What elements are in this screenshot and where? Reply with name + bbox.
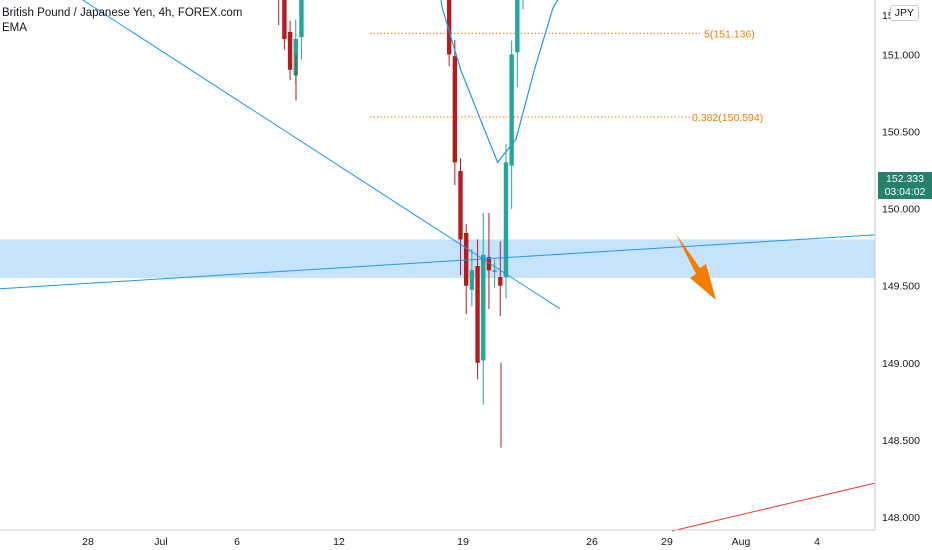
x-tick-label: 29	[661, 536, 673, 548]
y-tick-label: 150.000	[882, 204, 920, 216]
candle-body	[498, 277, 503, 286]
candle-body	[463, 232, 469, 286]
candle-body	[503, 162, 509, 278]
candle-body	[475, 265, 480, 363]
y-tick-label: 151.000	[882, 49, 920, 61]
candle-body	[287, 31, 293, 70]
y-tick-label: 148.500	[882, 435, 920, 447]
ema-indicator-label[interactable]: EMA	[2, 22, 27, 34]
y-tick-label: 149.500	[882, 281, 920, 293]
zones-layer	[0, 239, 875, 278]
lower-channel-line	[81, 0, 561, 310]
y-tick-label: 15	[882, 10, 894, 22]
fibonacci-layer: 0.786(152.449)0.618(151.678)5(151.136)0.…	[370, 28, 763, 124]
candle-body	[299, 0, 304, 38]
x-tick-label: 4	[814, 536, 820, 548]
x-tick-label: 19	[457, 536, 469, 548]
candle-body	[481, 254, 486, 361]
zone-support	[0, 239, 875, 278]
red-trend-line	[671, 482, 876, 532]
candle-body	[486, 257, 492, 271]
current-price-tag: 152.333 03:04:02	[878, 172, 932, 199]
candle-body	[446, 0, 452, 55]
current-price-value: 152.333	[886, 173, 924, 185]
currency-badge[interactable]: JPY	[889, 5, 919, 21]
candle-body	[469, 270, 475, 290]
y-tick-label: 149.000	[882, 358, 920, 370]
candle-body	[452, 56, 458, 163]
x-tick-label: 6	[234, 536, 240, 548]
chart-legend: British Pound / Japanese Yen, 4h, FOREX.…	[2, 6, 242, 36]
candle-body	[515, 0, 520, 53]
candle-body	[509, 54, 514, 166]
symbol-title: British Pound / Japanese Yen, 4h, FOREX.…	[2, 7, 243, 19]
support-trend-line	[0, 234, 876, 290]
candle-body	[458, 171, 463, 240]
x-tick-label: 26	[586, 536, 598, 548]
candles-layer	[278, 0, 524, 448]
x-tick-label: Jul	[154, 536, 167, 548]
projection-arrow-icon	[676, 234, 716, 300]
fib-label: 5(151.136)	[704, 28, 755, 40]
x-tick-label: 12	[333, 536, 345, 548]
y-tick-label: 150.500	[882, 127, 920, 139]
candle-countdown: 03:04:02	[884, 185, 926, 198]
fib-label: 0.382(150.594)	[692, 112, 763, 124]
x-tick-label: Aug	[732, 536, 751, 548]
candle-body	[282, 0, 287, 39]
y-tick-label: 148.000	[882, 512, 920, 524]
candle-body	[492, 270, 497, 272]
trendlines-layer	[0, 0, 876, 532]
x-tick-label: 28	[82, 536, 94, 548]
ema-line	[440, 0, 559, 164]
